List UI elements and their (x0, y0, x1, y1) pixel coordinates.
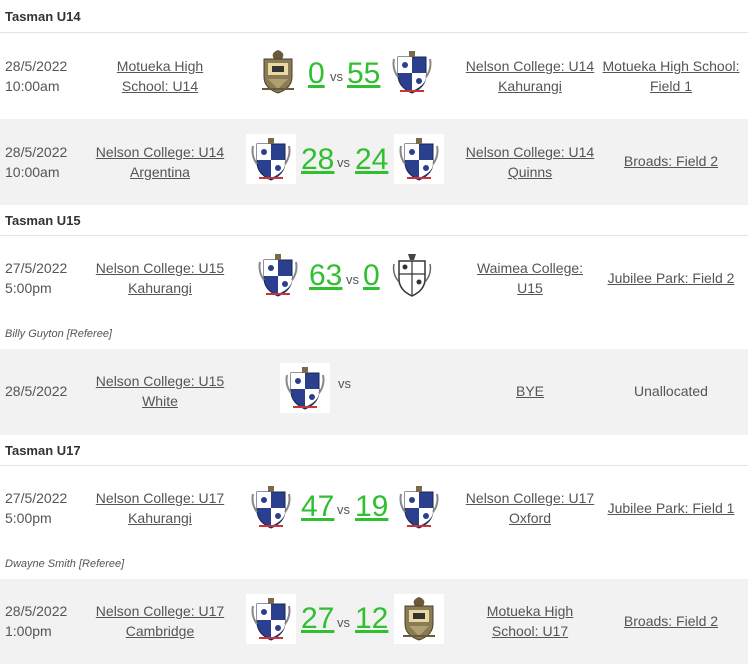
away-score[interactable]: 0 (363, 259, 380, 292)
venue-link[interactable]: Motueka High School: Field 1 (598, 56, 744, 96)
fixture-date: 27/5/2022 5:00pm (5, 488, 67, 528)
home-team-link[interactable]: Motueka High School: U14 (90, 56, 230, 96)
nelson-college-crest-icon (246, 482, 296, 532)
away-team-name: Nelson College: U17 Oxford (465, 490, 595, 526)
referee-label: Dwayne Smith [Referee] (5, 558, 125, 570)
away-team-name: Waimea College: U15 (476, 260, 584, 296)
away-team-link[interactable]: Waimea College: U15 (460, 258, 600, 298)
nelson-college-crest-icon (387, 47, 437, 97)
away-score[interactable]: 12 (355, 602, 389, 635)
group-header-u17: Tasman U17 (0, 435, 748, 466)
home-team-link[interactable]: Nelson College: U15 White (90, 371, 230, 411)
fixture-date: 28/5/2022 1:00pm (5, 601, 67, 641)
time-text: 1:00pm (5, 623, 52, 639)
referee-label: Billy Guyton [Referee] (5, 328, 112, 340)
venue-name: Motueka High School: Field 1 (602, 58, 740, 94)
vs-label: vs (337, 502, 350, 517)
fixture-date: 27/5/2022 5:00pm (5, 258, 67, 298)
nelson-college-crest-icon (246, 134, 296, 184)
fixture-date: 28/5/2022 (5, 381, 67, 401)
group-header-u14: Tasman U14 (0, 0, 748, 33)
venue-link[interactable]: Jubilee Park: Field 1 (598, 498, 744, 518)
away-team-name: BYE (515, 383, 544, 399)
home-score[interactable]: 0 (308, 57, 325, 90)
time-text: 10:00am (5, 164, 60, 180)
group-title: Tasman U14 (5, 8, 81, 24)
time-text: 5:00pm (5, 280, 52, 296)
away-team-link[interactable]: Nelson College: U17 Oxford (460, 488, 600, 528)
venue-name: Jubilee Park: Field 1 (607, 500, 735, 516)
date-text: 27/5/2022 (5, 260, 68, 276)
venue-link[interactable]: Broads: Field 2 (598, 611, 744, 631)
home-score[interactable]: 28 (301, 143, 335, 176)
home-team-name: Nelson College: U15 Kahurangi (95, 260, 225, 296)
motueka-high-crest-icon (394, 594, 444, 644)
away-team-name: Motueka High School: U17 (486, 603, 574, 639)
motueka-high-crest-icon (253, 47, 303, 97)
fixture-row: 28/5/2022 1:00pm Nelson College: U17 Camb… (0, 579, 748, 664)
venue-link[interactable]: Jubilee Park: Field 2 (598, 268, 744, 288)
venue-name: Broads: Field 2 (623, 613, 719, 629)
away-score[interactable]: 24 (355, 143, 389, 176)
away-score[interactable]: 55 (347, 57, 381, 90)
vs-label: vs (338, 376, 351, 391)
home-team-name: Nelson College: U15 White (95, 373, 225, 409)
nelson-college-crest-icon (394, 482, 444, 532)
vs-label: vs (346, 272, 359, 287)
home-team-name: Nelson College: U14 Argentina (95, 144, 225, 180)
away-team-link[interactable]: Nelson College: U14 Kahurangi (460, 56, 600, 96)
home-score[interactable]: 27 (301, 602, 335, 635)
fixture-row: 27/5/2022 5:00pm Nelson College: U17 Kahu… (0, 466, 748, 579)
home-team-name: Motueka High School: U14 (116, 58, 204, 94)
date-text: 27/5/2022 (5, 490, 68, 506)
fixture-row: 27/5/2022 5:00pm Nelson College: U15 Kahu… (0, 236, 748, 349)
fixture-date: 28/5/2022 10:00am (5, 142, 67, 182)
nelson-college-crest-icon (394, 134, 444, 184)
group-title: Tasman U15 (5, 212, 81, 228)
nelson-college-crest-icon (253, 250, 303, 300)
nelson-college-crest-icon (280, 363, 330, 413)
away-team-name: Nelson College: U14 Quinns (465, 144, 595, 180)
nelson-college-crest-icon (246, 594, 296, 644)
time-text: 5:00pm (5, 510, 52, 526)
date-text: 28/5/2022 (5, 603, 68, 619)
venue-link[interactable]: Broads: Field 2 (598, 151, 744, 171)
home-team-name: Nelson College: U17 Cambridge (95, 603, 225, 639)
fixture-row: 28/5/2022 Nelson College: U15 White vs BY… (0, 349, 748, 435)
vs-label: vs (337, 155, 350, 170)
group-title: Tasman U17 (5, 442, 81, 458)
group-header-u15: Tasman U15 (0, 205, 748, 236)
venue-name: Jubilee Park: Field 2 (607, 270, 735, 286)
venue-name: Broads: Field 2 (623, 153, 719, 169)
home-team-link[interactable]: Nelson College: U15 Kahurangi (90, 258, 230, 298)
home-team-name: Nelson College: U17 Kahurangi (95, 490, 225, 526)
fixture-row: 28/5/2022 10:00am Nelson College: U14 Arg… (0, 119, 748, 205)
date-text: 28/5/2022 (5, 58, 68, 74)
home-score[interactable]: 47 (301, 490, 335, 523)
home-score[interactable]: 63 (309, 259, 343, 292)
away-team-link[interactable]: BYE (460, 381, 600, 401)
time-text: 10:00am (5, 78, 60, 94)
date-text: 28/5/2022 (5, 144, 68, 160)
vs-label: vs (330, 69, 343, 84)
date-text: 28/5/2022 (5, 383, 68, 399)
waimea-college-crest-icon (387, 250, 437, 300)
home-team-link[interactable]: Nelson College: U17 Kahurangi (90, 488, 230, 528)
away-team-name: Nelson College: U14 Kahurangi (465, 58, 595, 94)
venue-label: Unallocated (634, 383, 708, 399)
home-team-link[interactable]: Nelson College: U17 Cambridge (90, 601, 230, 641)
away-team-link[interactable]: Motueka High School: U17 (460, 601, 600, 641)
fixture-date: 28/5/2022 10:00am (5, 56, 67, 96)
vs-label: vs (337, 615, 350, 630)
home-team-link[interactable]: Nelson College: U14 Argentina (90, 142, 230, 182)
fixture-row: 28/5/2022 10:00am Motueka High School: U1… (0, 33, 748, 119)
away-team-link[interactable]: Nelson College: U14 Quinns (460, 142, 600, 182)
away-score[interactable]: 19 (355, 490, 389, 523)
